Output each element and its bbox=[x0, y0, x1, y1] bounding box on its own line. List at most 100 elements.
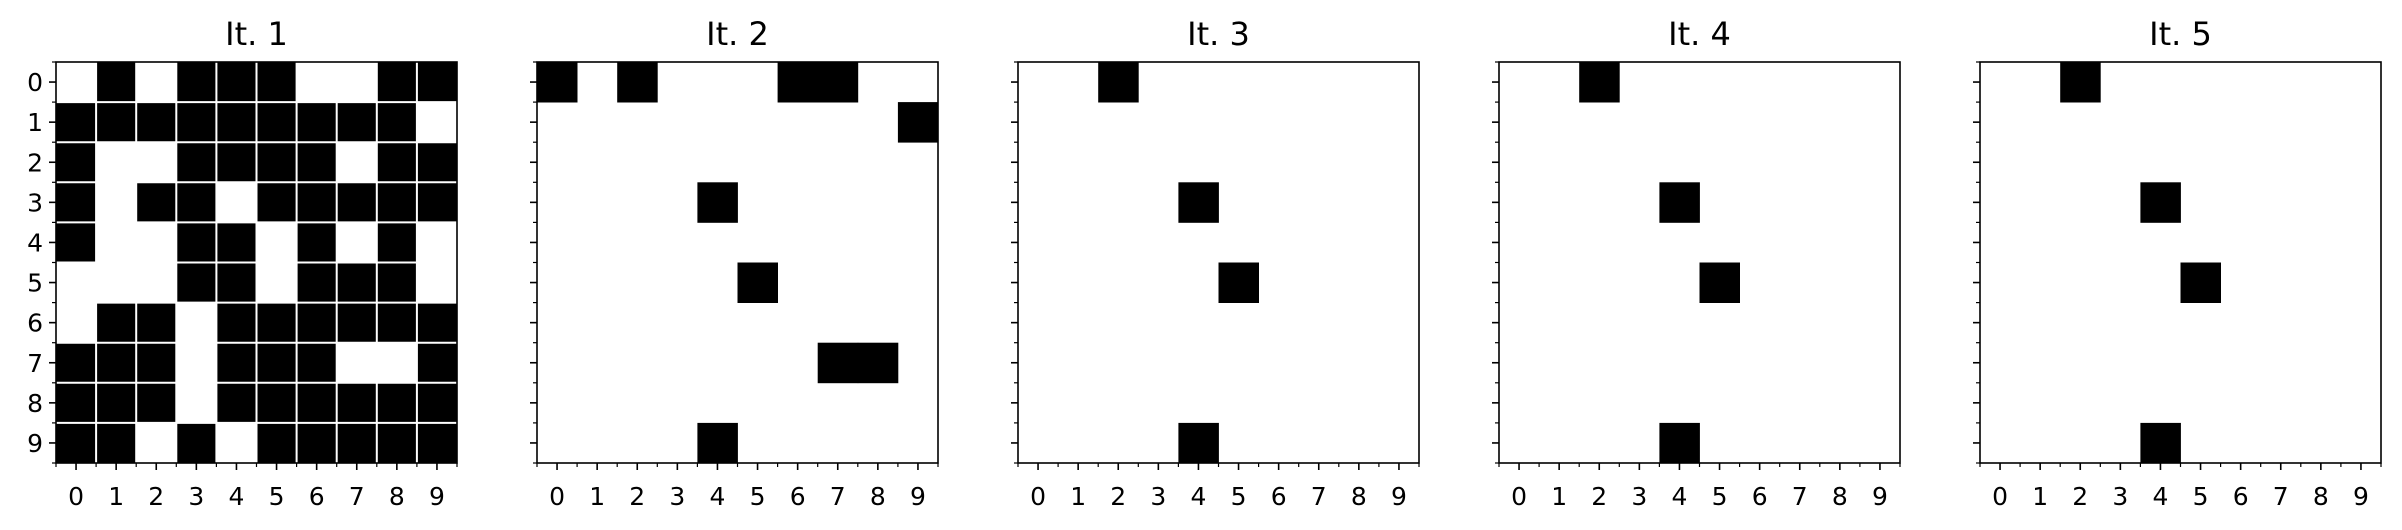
heatmap-cell bbox=[297, 102, 338, 143]
x-tick-label: 3 bbox=[188, 482, 204, 511]
x-tick-label: 7 bbox=[349, 482, 365, 511]
heatmap-cell bbox=[216, 263, 257, 304]
heatmap-cell bbox=[96, 423, 137, 464]
x-tick-label: 6 bbox=[1271, 482, 1287, 511]
heatmap-cell bbox=[176, 182, 217, 223]
x-tick-label: 1 bbox=[589, 482, 605, 511]
heatmap-cell bbox=[337, 102, 378, 143]
heatmap-cell bbox=[697, 182, 738, 223]
panel-title: It. 1 bbox=[225, 15, 288, 53]
heatmap-cell bbox=[176, 102, 217, 143]
x-tick-label: 8 bbox=[1832, 482, 1848, 511]
x-tick-label: 9 bbox=[1872, 482, 1888, 511]
x-tick-label: 5 bbox=[750, 482, 766, 511]
y-tick-label: 7 bbox=[27, 349, 43, 378]
heatmap-cell bbox=[1098, 62, 1139, 103]
heatmap-cell bbox=[818, 343, 859, 384]
heatmap-cell bbox=[257, 423, 298, 464]
y-tick-label: 5 bbox=[27, 269, 43, 298]
heatmap-cell bbox=[257, 343, 298, 384]
x-tick-label: 1 bbox=[1551, 482, 1567, 511]
heatmap-cell bbox=[297, 383, 338, 424]
heatmap-cell bbox=[417, 303, 458, 344]
x-tick-label: 4 bbox=[709, 482, 725, 511]
heatmap-cell bbox=[96, 102, 137, 143]
heatmap-panel: It. 5 0 1 2 3 4 5 6 7 8 9 bbox=[1973, 15, 2381, 511]
heatmap-cell bbox=[1700, 263, 1741, 304]
y-tick-label: 4 bbox=[27, 228, 43, 257]
x-tick-label: 3 bbox=[669, 482, 685, 511]
x-tick-label: 7 bbox=[1311, 482, 1327, 511]
heatmap-cell bbox=[96, 303, 137, 344]
y-tick-label: 6 bbox=[27, 309, 43, 338]
heatmap-cell bbox=[738, 263, 779, 304]
heatmap-cell bbox=[56, 343, 97, 384]
heatmap-cell bbox=[337, 263, 378, 304]
x-tick-label: 2 bbox=[629, 482, 645, 511]
heatmap-cell bbox=[898, 102, 939, 143]
heatmap-panel: It. 2 0 1 2 3 4 5 6 7 8 9 bbox=[530, 15, 938, 511]
heatmap-cell bbox=[337, 423, 378, 464]
x-tick-label: 8 bbox=[389, 482, 405, 511]
heatmap-panel: It. 4 0 1 2 3 4 5 6 7 8 9 bbox=[1492, 15, 1900, 511]
heatmap-cell bbox=[417, 182, 458, 223]
heatmap-cell bbox=[377, 102, 418, 143]
heatmap-cell bbox=[56, 102, 97, 143]
heatmap-cell bbox=[257, 62, 298, 103]
heatmap-cell bbox=[377, 222, 418, 263]
heatmap-cell bbox=[257, 182, 298, 223]
heatmap-cell bbox=[377, 142, 418, 183]
x-tick-label: 3 bbox=[1150, 482, 1166, 511]
x-tick-label: 9 bbox=[1391, 482, 1407, 511]
heatmap-panel: It. 3 0 1 2 3 4 5 6 7 8 9 bbox=[1011, 15, 1419, 511]
panel-title: It. 3 bbox=[1187, 15, 1250, 53]
heatmap-cell bbox=[136, 343, 177, 384]
heatmap-cell bbox=[176, 62, 217, 103]
heatmap-cell bbox=[1178, 423, 1219, 464]
heatmap-cell bbox=[778, 62, 819, 103]
heatmap-cell bbox=[377, 182, 418, 223]
x-tick-label: 0 bbox=[68, 482, 84, 511]
heatmap-cell bbox=[216, 343, 257, 384]
heatmap-cell bbox=[176, 423, 217, 464]
x-tick-label: 4 bbox=[228, 482, 244, 511]
heatmap-cell bbox=[377, 383, 418, 424]
heatmap-cell bbox=[337, 383, 378, 424]
heatmap-cell bbox=[176, 263, 217, 304]
heatmap-cell bbox=[617, 62, 658, 103]
x-tick-label: 4 bbox=[1190, 482, 1206, 511]
heatmap-cell bbox=[257, 303, 298, 344]
heatmap-cell bbox=[96, 62, 137, 103]
heatmap-cell bbox=[417, 343, 458, 384]
heatmap-cell bbox=[337, 303, 378, 344]
x-tick-label: 9 bbox=[2353, 482, 2369, 511]
heatmap-cell bbox=[257, 383, 298, 424]
heatmap-cell bbox=[216, 142, 257, 183]
heatmap-cell bbox=[297, 303, 338, 344]
x-tick-label: 7 bbox=[1792, 482, 1808, 511]
x-tick-label: 5 bbox=[2193, 482, 2209, 511]
heatmap-cell bbox=[136, 182, 177, 223]
heatmap-cell bbox=[337, 182, 378, 223]
x-tick-label: 2 bbox=[1591, 482, 1607, 511]
y-tick-label: 2 bbox=[27, 148, 43, 177]
x-tick-label: 0 bbox=[1030, 482, 1046, 511]
heatmap-cell bbox=[377, 303, 418, 344]
x-tick-label: 7 bbox=[830, 482, 846, 511]
heatmap-cell bbox=[858, 343, 899, 384]
heatmap-cell bbox=[56, 383, 97, 424]
x-tick-label: 5 bbox=[1231, 482, 1247, 511]
x-tick-label: 5 bbox=[1712, 482, 1728, 511]
heatmap-cell bbox=[297, 182, 338, 223]
x-tick-label: 0 bbox=[549, 482, 565, 511]
y-tick-label: 8 bbox=[27, 389, 43, 418]
x-tick-label: 8 bbox=[1351, 482, 1367, 511]
x-tick-label: 4 bbox=[2152, 482, 2168, 511]
heatmap-cell bbox=[96, 383, 137, 424]
heatmap-cell bbox=[2060, 62, 2101, 103]
x-tick-label: 1 bbox=[1070, 482, 1086, 511]
heatmap-cell bbox=[377, 263, 418, 304]
heatmap-cell bbox=[1659, 423, 1700, 464]
